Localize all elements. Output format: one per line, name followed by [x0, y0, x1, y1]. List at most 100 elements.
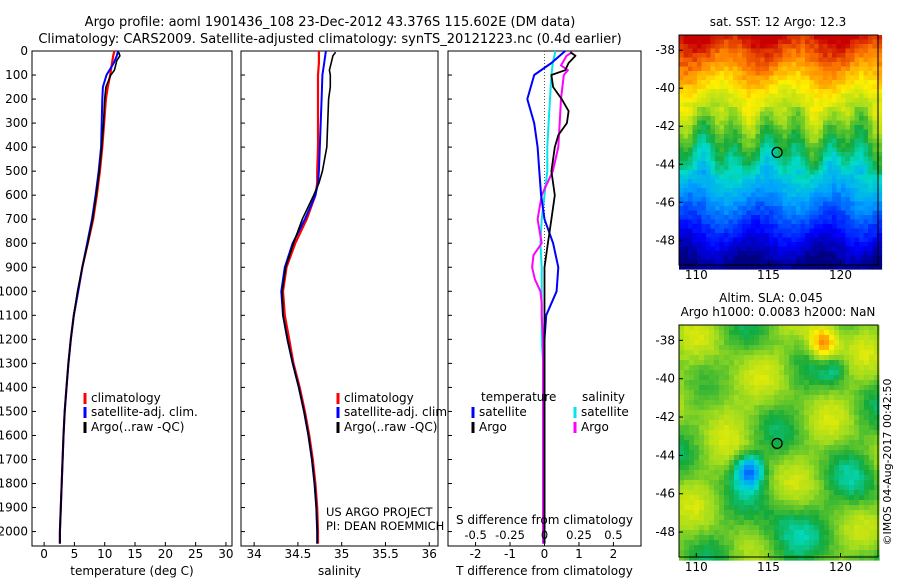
temperature-plot-frame: [31, 50, 233, 547]
sla-map-subtitle: Argo h1000: 0.0083 h2000: NaN: [681, 305, 876, 319]
difference-legend-s-argo-label: Argo: [581, 420, 609, 434]
sla_map-x-tick-label: 110: [685, 560, 708, 574]
salinity-x-tick-label: 34: [246, 547, 261, 561]
difference-legend-title-salinity: salinity: [582, 390, 625, 404]
sst_map-y-tick-label: -46: [655, 195, 675, 209]
depth-tick-label: 900: [5, 260, 28, 274]
temperature-x-tick-label: 20: [158, 547, 173, 561]
sst_map-y-tick-label: -44: [655, 157, 675, 171]
difference-x-tick-label: 0: [541, 547, 549, 561]
project-pi: PI: DEAN ROEMMICH: [326, 519, 444, 533]
temperature-argo-line: [59, 51, 121, 544]
sla_map-heatmap-cells: [679, 325, 880, 561]
difference-x-tick-label: 1: [575, 547, 583, 561]
sla_map-x-tick-label: 115: [757, 560, 780, 574]
salinity-x-axis-label: salinity: [318, 564, 361, 578]
depth-tick-label: 1200: [0, 332, 28, 346]
sst-map-title: sat. SST: 12 Argo: 12.3: [710, 15, 847, 29]
salinity-legend-climatology-label: climatology: [344, 391, 414, 405]
temperature-x-tick-label: 0: [40, 547, 48, 561]
difference-legend-s-satellite-label: satellite: [581, 405, 629, 419]
salinity-x-tick-label: 34.5: [285, 547, 312, 561]
difference-panel: -2 -1 0 1 2 T difference from climatology -0.5…: [447, 50, 642, 578]
sla-map-panel: -38 -40 -42 -44 -46 -48 110 115 120 Altim. SLA: 0…: [655, 291, 880, 574]
salinity-argo-line: [281, 51, 337, 544]
depth-tick-label: 400: [5, 140, 28, 154]
salinity-legend-argo-label: Argo(..raw -QC): [344, 420, 437, 434]
sst_map-y-tick-label: -42: [655, 119, 675, 133]
depth-tick-label: 1400: [0, 380, 28, 394]
difference-s-tick-label: 0.25: [566, 528, 592, 542]
sla_map-y-tick-label: -42: [655, 410, 675, 424]
difference-s-argo-line: [531, 51, 573, 544]
difference-legend-t-satellite-label: satellite: [479, 405, 527, 419]
temperature-x-tick-label: 10: [97, 547, 112, 561]
sst_map-x-tick-label: 115: [757, 268, 780, 282]
sla_map-y-tick-label: -38: [655, 333, 675, 347]
difference-x-tick-label: -1: [504, 547, 516, 561]
depth-tick-label: 0: [20, 44, 28, 58]
temperature-panel: 0100200300400500600700800900100011001200…: [0, 44, 234, 578]
sst_map-map-frame: [678, 34, 879, 266]
difference-legend-t-argo-label: Argo: [479, 420, 507, 434]
depth-tick-label: 1600: [0, 428, 28, 442]
sla_map-y-tick-label: -48: [655, 525, 675, 539]
salinity-panel: 34 34.5 35 35.5 36 salinity climatologysatelli…: [240, 50, 451, 578]
difference-x-tick-label: 2: [610, 547, 618, 561]
header-line1: Argo profile: aoml 1901436_108 23-Dec-20…: [85, 15, 576, 30]
temperature-x-tick-label: 25: [188, 547, 203, 561]
depth-tick-label: 2000: [0, 525, 28, 539]
temperature-x-tick-label: 5: [71, 547, 79, 561]
sst-map-panel: -38 -40 -42 -44 -46 -48 110 115 120 sat. SST: 12 …: [655, 15, 883, 282]
header-line2: Climatology: CARS2009. Satellite-adjuste…: [38, 32, 621, 47]
sst_map-x-tick-label: 120: [829, 268, 852, 282]
sst_map-x-tick-label: 110: [685, 268, 708, 282]
sst_map-y-tick-label: -40: [655, 81, 675, 95]
depth-tick-label: 1800: [0, 477, 28, 491]
temperature-legend-argo-label: Argo(..raw -QC): [91, 420, 184, 434]
sla_map-argo-location-marker: [771, 437, 783, 450]
depth-tick-label: 100: [5, 68, 28, 82]
depth-tick-label: 1100: [0, 308, 28, 322]
sla_map-y-tick-label: -46: [655, 487, 675, 501]
sst_map-heatmap-cells: [679, 35, 883, 270]
depth-tick-label: 700: [5, 212, 28, 226]
depth-tick-label: 800: [5, 236, 28, 250]
depth-tick-label: 200: [5, 92, 28, 106]
salinity-x-tick-label: 36: [422, 547, 437, 561]
sla_map-y-tick-label: -44: [655, 448, 675, 462]
project-name: US ARGO PROJECT: [326, 505, 434, 519]
sla_map-x-tick-label: 120: [829, 560, 852, 574]
difference-s-tick-label: 0.5: [604, 528, 622, 542]
sla-map-title: Altim. SLA: 0.045: [719, 291, 823, 305]
difference-s-tick-label: -0.25: [495, 528, 525, 542]
difference-x-tick-label: -2: [470, 547, 482, 561]
sst_map-y-tick-label: -48: [655, 233, 675, 247]
depth-tick-label: 600: [5, 188, 28, 202]
depth-tick-label: 1700: [0, 452, 28, 466]
sla_map-map-frame: [678, 324, 879, 558]
salinity-x-tick-label: 35: [334, 547, 349, 561]
difference-s-axis-label: S difference from climatology: [456, 513, 633, 527]
difference-s-tick-label: 0: [541, 528, 548, 542]
temperature-x-tick-label: 30: [218, 547, 233, 561]
difference-x-axis-label: T difference from climatology: [455, 564, 633, 578]
salinity-legend-satellite-label: satellite-adj. clim.: [344, 405, 451, 419]
depth-tick-label: 1000: [0, 284, 28, 298]
difference-s-tick-label: -0.5: [464, 528, 486, 542]
sst_map-argo-location-marker: [771, 146, 783, 159]
sla_map-y-tick-label: -40: [655, 372, 675, 386]
difference-legend-title-temperature: temperature: [481, 390, 556, 404]
temperature-x-axis-label: temperature (deg C): [70, 564, 193, 578]
imos-timestamp: ©IMOS 04-Aug-2017 00:42:50: [881, 379, 894, 546]
temperature-legend-climatology-label: climatology: [91, 391, 161, 405]
depth-tick-label: 300: [5, 116, 28, 130]
depth-tick-label: 500: [5, 164, 28, 178]
sst_map-y-tick-label: -38: [655, 43, 675, 57]
temperature-legend-satellite-label: satellite-adj. clim.: [91, 405, 198, 419]
depth-tick-label: 1500: [0, 404, 28, 418]
difference-t-argo-line: [543, 51, 577, 544]
salinity-x-tick-label: 35.5: [372, 547, 399, 561]
depth-tick-label: 1300: [0, 356, 28, 370]
